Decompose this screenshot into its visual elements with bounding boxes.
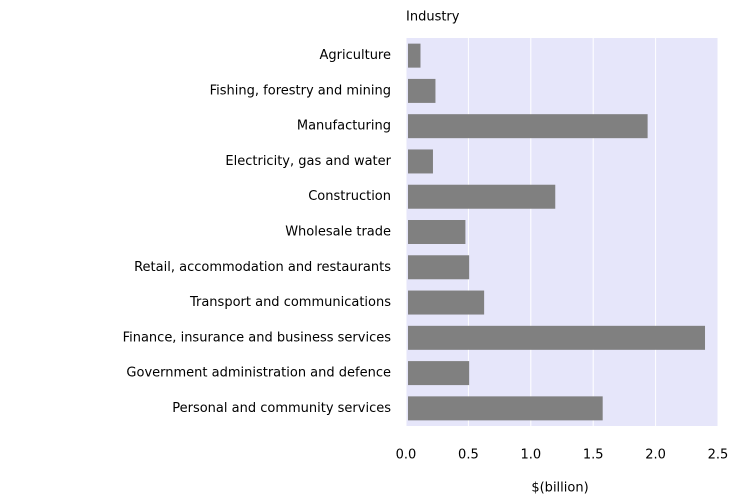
y-tick-label: Personal and community services <box>172 401 391 416</box>
x-tick-label: 2.0 <box>645 448 666 463</box>
x-tick-label: 2.5 <box>708 448 729 463</box>
y-tick-label: Government administration and defence <box>126 366 391 381</box>
bar <box>408 149 433 174</box>
y-tick-label: Finance, insurance and business services <box>123 330 392 345</box>
bar <box>408 290 485 315</box>
y-tick-label: Agriculture <box>320 48 392 63</box>
y-tick-label: Electricity, gas and water <box>225 154 391 169</box>
bar <box>408 361 470 386</box>
y-tick-label: Construction <box>308 189 391 204</box>
y-tick-label: Fishing, forestry and mining <box>210 83 391 98</box>
bar <box>408 43 421 68</box>
bar <box>408 220 466 244</box>
x-tick-label: 1.0 <box>520 448 541 463</box>
bar <box>408 255 470 280</box>
y-tick-label: Manufacturing <box>297 119 391 134</box>
bar <box>408 396 603 421</box>
bar <box>408 114 648 139</box>
bar <box>408 325 706 350</box>
y-tick-label: Retail, accommodation and restaurants <box>134 260 391 275</box>
x-tick-label: 0.5 <box>458 448 479 463</box>
x-tick-label: 0.0 <box>396 448 417 463</box>
y-axis-label: Industry <box>406 10 460 25</box>
bar <box>408 184 556 209</box>
x-tick-label: 1.5 <box>583 448 604 463</box>
x-axis-label: $(billion) <box>531 481 588 496</box>
y-tick-label: Wholesale trade <box>285 225 391 240</box>
y-tick-label: Transport and communications <box>189 295 391 310</box>
bar <box>408 78 436 103</box>
